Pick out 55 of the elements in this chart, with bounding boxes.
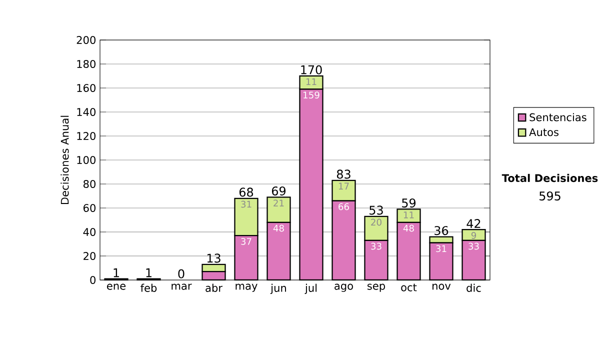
total-label: 36 — [434, 226, 448, 236]
y-axis-title: Decisiones Anual — [60, 116, 69, 204]
x-tick-label: sep — [367, 284, 385, 292]
x-tick-label: may — [236, 284, 258, 292]
y-tick-label: 180 — [77, 60, 96, 68]
y-tick-label: 140 — [77, 108, 96, 116]
y-tick-label: 120 — [77, 132, 96, 140]
data-label: 37 — [241, 238, 252, 245]
x-tick-label: nov — [432, 284, 451, 290]
total-label: 0 — [178, 269, 184, 278]
x-tick-label: oct — [401, 284, 417, 292]
x-tick-label: abr — [206, 284, 223, 292]
data-label: 11 — [404, 212, 414, 218]
total-label: 59 — [402, 198, 416, 208]
y-tick-label: 40 — [83, 228, 96, 236]
x-tick-label: dic — [466, 284, 481, 292]
y-tick-label: 100 — [77, 156, 96, 164]
data-label: 31 — [241, 200, 252, 208]
x-tick-label: ene — [107, 284, 126, 290]
x-tick-label: feb — [140, 284, 157, 292]
data-label: 48 — [273, 224, 284, 232]
total-label: 13 — [207, 254, 220, 263]
data-label: 11 — [306, 78, 316, 86]
legend-label: Sentencias — [530, 113, 586, 122]
total-label: 53 — [370, 206, 383, 215]
total-label: 69 — [272, 186, 286, 196]
y-tick-label: 80 — [83, 180, 96, 188]
data-label: 17 — [338, 182, 349, 190]
legend-label: Autos — [529, 128, 558, 136]
data-label: 9 — [471, 232, 476, 239]
y-tick-label: 60 — [84, 204, 96, 212]
y-tick-label: 200 — [76, 36, 96, 44]
y-tick-label: 0 — [90, 276, 96, 284]
x-tick-label: jul — [304, 284, 317, 294]
text: Total Decisiones — [502, 174, 598, 182]
x-tick-label: ago — [334, 284, 353, 292]
total-label: 1 — [146, 268, 152, 278]
data-label: 48 — [403, 224, 414, 232]
data-label: 33 — [371, 242, 382, 250]
total-label: 68 — [239, 188, 254, 197]
total-label: 170 — [301, 65, 322, 74]
y-tick-label: 160 — [77, 84, 96, 92]
x-tick-label: jun — [270, 284, 286, 294]
total-label: 42 — [466, 219, 480, 228]
total-label: 83 — [336, 170, 350, 179]
x-tick-label: mar — [172, 284, 192, 290]
data-label: 20 — [371, 218, 382, 226]
data-label: 159 — [304, 92, 320, 98]
data-label: 33 — [468, 242, 479, 250]
text: 595 — [540, 191, 560, 201]
y-tick-label: 20 — [84, 252, 96, 260]
data-label: 31 — [436, 245, 446, 252]
total-label: 1 — [114, 268, 119, 278]
data-label: 21 — [274, 200, 284, 206]
data-label: 66 — [338, 203, 349, 210]
